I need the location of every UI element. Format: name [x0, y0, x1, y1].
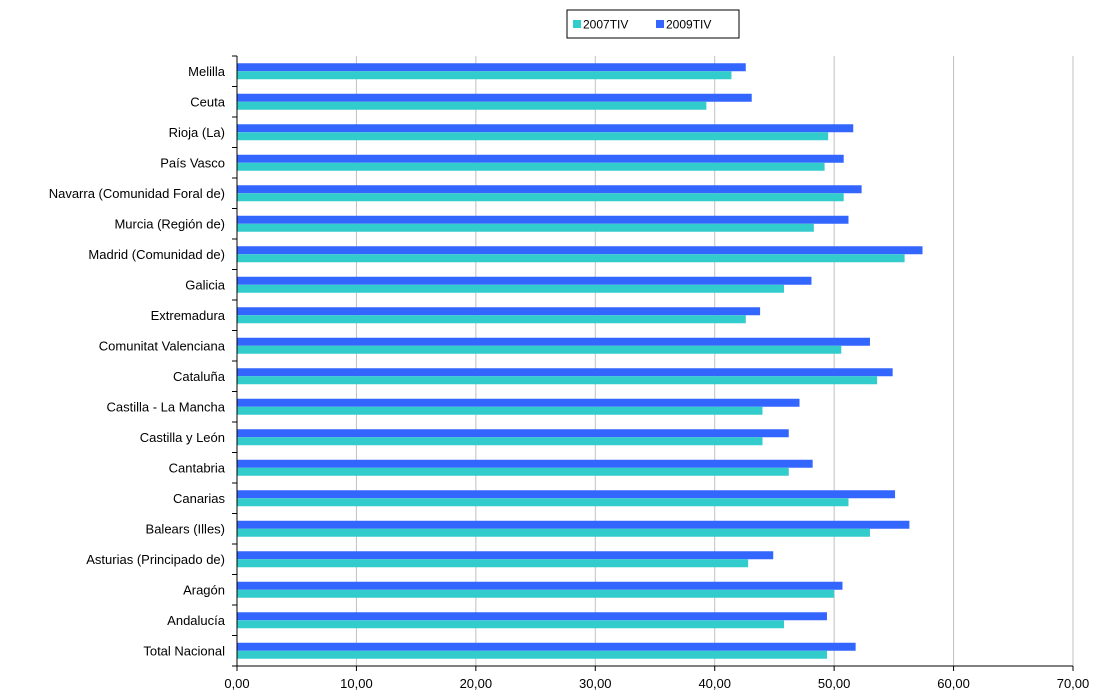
bar-2007tiv — [237, 254, 905, 263]
bar-2009tiv — [237, 459, 813, 468]
category-label: Madrid (Comunidad de) — [88, 247, 225, 262]
bar-2007tiv — [237, 132, 829, 141]
bar-2007tiv — [237, 498, 849, 507]
bar-2009tiv — [237, 429, 789, 438]
bar-2007tiv — [237, 589, 835, 598]
legend-box — [566, 9, 740, 39]
x-tick-label: 60,00 — [937, 676, 970, 691]
bar-2007tiv — [237, 406, 763, 415]
bar-2009tiv — [237, 398, 800, 407]
x-tick-label: 0,00 — [224, 676, 249, 691]
category-label: Asturias (Principado de) — [86, 552, 225, 567]
bar-2009tiv — [237, 154, 844, 163]
category-label: Andalucía — [167, 613, 226, 628]
bar-2007tiv — [237, 650, 827, 659]
x-tick-label: 10,00 — [340, 676, 373, 691]
bar-2009tiv — [237, 490, 896, 499]
x-tick-label: 30,00 — [579, 676, 612, 691]
legend-swatch-2007tiv — [573, 20, 581, 28]
legend: 2007TIV 2009TIV — [566, 9, 740, 39]
category-label: Ceuta — [190, 94, 225, 109]
bar-2007tiv — [237, 620, 784, 629]
bar-2007tiv — [237, 437, 763, 446]
bar-2009tiv — [237, 642, 856, 651]
bar-2007tiv — [237, 528, 870, 537]
bars — [237, 63, 923, 659]
category-label: Castilla - La Mancha — [107, 399, 226, 414]
x-tick-label: 20,00 — [460, 676, 493, 691]
bar-2007tiv — [237, 223, 814, 232]
bar-2007tiv — [237, 101, 707, 110]
bar-2009tiv — [237, 93, 752, 102]
bar-2007tiv — [237, 162, 825, 171]
bar-2007tiv — [237, 315, 746, 324]
legend-label: 2007TIV — [583, 18, 628, 32]
legend-swatch-2009tiv — [656, 20, 664, 28]
bar-2009tiv — [237, 520, 910, 529]
bar-2007tiv — [237, 193, 844, 202]
category-label: Total Nacional — [143, 643, 225, 658]
category-label: Extremadura — [151, 308, 226, 323]
bar-2007tiv — [237, 345, 842, 354]
category-label: Castilla y León — [140, 430, 225, 445]
category-label: Aragón — [183, 582, 225, 597]
bar-2009tiv — [237, 337, 870, 346]
bar-2009tiv — [237, 215, 849, 224]
bar-2009tiv — [237, 124, 854, 133]
bar-2009tiv — [237, 612, 827, 621]
category-label: Murcia (Región de) — [114, 216, 225, 231]
bar-2007tiv — [237, 467, 789, 476]
category-label: Navarra (Comunidad Foral de) — [49, 186, 225, 201]
category-label: Cantabria — [169, 460, 226, 475]
bar-2009tiv — [237, 185, 862, 194]
bar-2009tiv — [237, 276, 812, 285]
bar-2009tiv — [237, 581, 843, 590]
bar-2007tiv — [237, 376, 878, 385]
category-label: Canarias — [173, 491, 226, 506]
gridlines — [355, 56, 1074, 666]
bar-2009tiv — [237, 368, 893, 377]
legend-label: 2009TIV — [666, 18, 711, 32]
category-label: Melilla — [188, 64, 226, 79]
x-tick-label: 50,00 — [818, 676, 851, 691]
x-tick-labels: 0,00 10,00 20,00 30,00 40,00 50,00 60,00 70,00 — [224, 676, 1089, 691]
category-label: Cataluña — [173, 369, 226, 384]
axes — [232, 55, 1074, 671]
category-label: Rioja (La) — [169, 125, 225, 140]
category-label: Galicia — [185, 277, 226, 292]
category-label: País Vasco — [160, 155, 225, 170]
category-label: Comunitat Valenciana — [99, 338, 226, 353]
x-tick-label: 70,00 — [1057, 676, 1090, 691]
bar-2009tiv — [237, 551, 774, 560]
category-labels: Total Nacional Andalucía Aragón Asturias (P… — [49, 64, 226, 659]
bar-2009tiv — [237, 63, 746, 72]
bar-2009tiv — [237, 246, 923, 255]
bar-2009tiv — [237, 307, 761, 316]
bar-2007tiv — [237, 559, 749, 568]
bar-2007tiv — [237, 71, 732, 80]
category-label: Balears (Illes) — [146, 521, 225, 536]
x-tick-label: 40,00 — [698, 676, 731, 691]
bar-2007tiv — [237, 284, 784, 293]
